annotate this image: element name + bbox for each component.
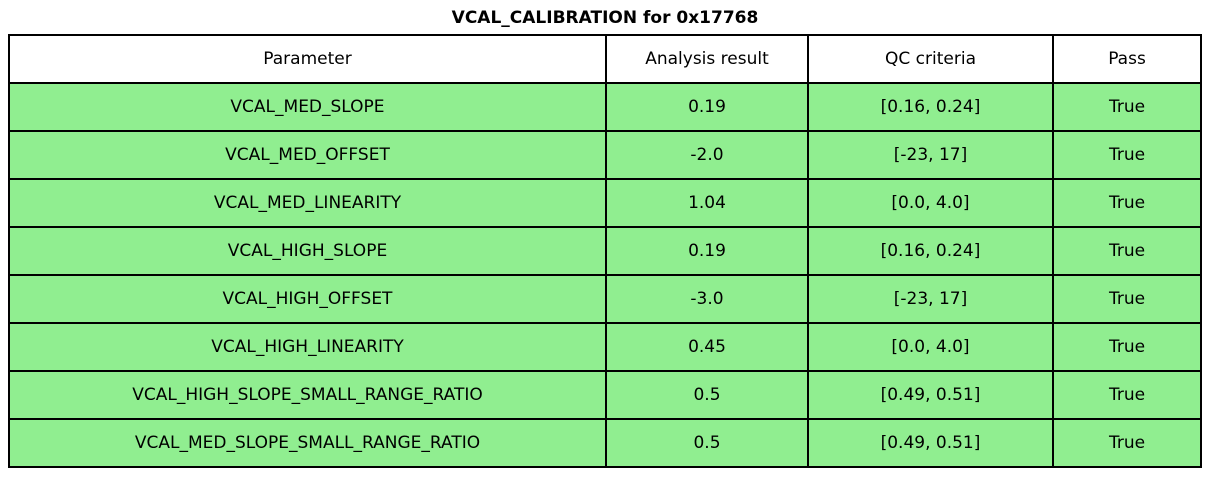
qc-criteria-table: Parameter Analysis result QC criteria Pass …	[8, 34, 1202, 468]
cell-analysis-result: -3.0	[605, 274, 809, 324]
cell-qc-criteria: [0.16, 0.24]	[807, 82, 1054, 132]
cell-parameter: VCAL_HIGH_OFFSET	[8, 274, 607, 324]
cell-qc-criteria: [0.49, 0.51]	[807, 418, 1054, 468]
column-header-pass: Pass	[1052, 34, 1202, 84]
figure-title: VCAL_CALIBRATION for 0x17768	[451, 8, 759, 28]
cell-parameter: VCAL_HIGH_LINEARITY	[8, 322, 607, 372]
cell-pass: True	[1052, 274, 1202, 324]
cell-pass: True	[1052, 82, 1202, 132]
table-row: VCAL_HIGH_SLOPE 0.19 [0.16, 0.24] True	[8, 226, 1202, 276]
table-header-row: Parameter Analysis result QC criteria Pass	[8, 34, 1202, 84]
cell-qc-criteria: [0.49, 0.51]	[807, 370, 1054, 420]
cell-analysis-result: 0.5	[605, 370, 809, 420]
cell-parameter: VCAL_MED_OFFSET	[8, 130, 607, 180]
table-row: VCAL_HIGH_SLOPE_SMALL_RANGE_RATIO 0.5 [0.4…	[8, 370, 1202, 420]
table-row: VCAL_MED_SLOPE 0.19 [0.16, 0.24] True	[8, 82, 1202, 132]
cell-pass: True	[1052, 418, 1202, 468]
cell-analysis-result: 0.5	[605, 418, 809, 468]
cell-pass: True	[1052, 322, 1202, 372]
cell-parameter: VCAL_HIGH_SLOPE	[8, 226, 607, 276]
table-row: VCAL_MED_OFFSET -2.0 [-23, 17] True	[8, 130, 1202, 180]
cell-parameter: VCAL_MED_SLOPE	[8, 82, 607, 132]
cell-pass: True	[1052, 370, 1202, 420]
cell-parameter: VCAL_MED_LINEARITY	[8, 178, 607, 228]
cell-analysis-result: 0.19	[605, 226, 809, 276]
cell-analysis-result: 1.04	[605, 178, 809, 228]
table-row: VCAL_MED_LINEARITY 1.04 [0.0, 4.0] True	[8, 178, 1202, 228]
table-row: VCAL_HIGH_OFFSET -3.0 [-23, 17] True	[8, 274, 1202, 324]
cell-qc-criteria: [0.16, 0.24]	[807, 226, 1054, 276]
column-header-analysis-result: Analysis result	[605, 34, 809, 84]
cell-qc-criteria: [0.0, 4.0]	[807, 322, 1054, 372]
cell-analysis-result: 0.19	[605, 82, 809, 132]
cell-analysis-result: -2.0	[605, 130, 809, 180]
table-row: VCAL_HIGH_LINEARITY 0.45 [0.0, 4.0] True	[8, 322, 1202, 372]
cell-parameter: VCAL_MED_SLOPE_SMALL_RANGE_RATIO	[8, 418, 607, 468]
cell-qc-criteria: [-23, 17]	[807, 130, 1054, 180]
cell-pass: True	[1052, 130, 1202, 180]
cell-qc-criteria: [0.0, 4.0]	[807, 178, 1054, 228]
table-row: VCAL_MED_SLOPE_SMALL_RANGE_RATIO 0.5 [0.49…	[8, 418, 1202, 468]
cell-qc-criteria: [-23, 17]	[807, 274, 1054, 324]
cell-pass: True	[1052, 226, 1202, 276]
cell-analysis-result: 0.45	[605, 322, 809, 372]
cell-pass: True	[1052, 178, 1202, 228]
table-body: VCAL_MED_SLOPE 0.19 [0.16, 0.24] True VCAL_M…	[8, 82, 1202, 468]
column-header-parameter: Parameter	[8, 34, 607, 84]
column-header-qc-criteria: QC criteria	[807, 34, 1054, 84]
cell-parameter: VCAL_HIGH_SLOPE_SMALL_RANGE_RATIO	[8, 370, 607, 420]
